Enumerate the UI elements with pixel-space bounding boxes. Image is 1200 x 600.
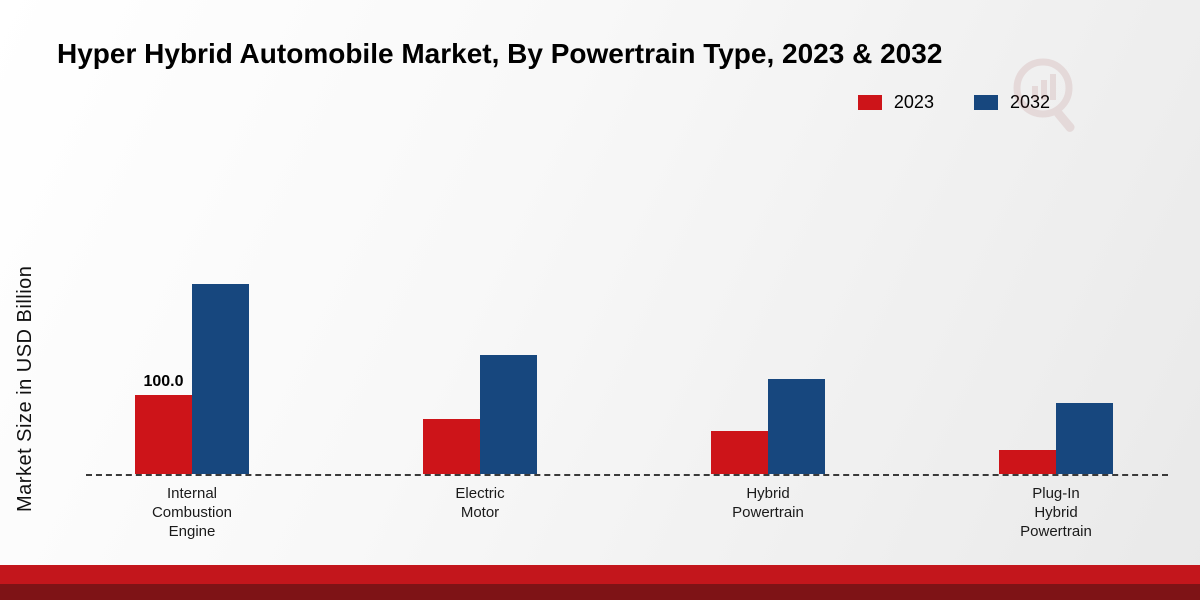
bar-group-2 bbox=[711, 379, 825, 474]
legend-label-2032: 2032 bbox=[1009, 92, 1050, 112]
footer-band bbox=[0, 565, 1200, 584]
bar-2032-cat1 bbox=[480, 355, 537, 474]
bar-2032-cat3 bbox=[1056, 403, 1113, 474]
bar-2032-cat0 bbox=[192, 284, 249, 474]
legend-swatch-2032 bbox=[973, 95, 998, 110]
legend-item-2023: 2023 bbox=[857, 92, 934, 113]
category-label-2: Hybrid Powertrain bbox=[732, 485, 804, 521]
x-axis-baseline bbox=[86, 474, 1168, 476]
bar-2023-cat3 bbox=[999, 450, 1056, 474]
chart-title: Hyper Hybrid Automobile Market, By Power… bbox=[57, 38, 943, 69]
bar-value-label: 100.0 bbox=[143, 373, 184, 390]
category-label-1: Electric Motor bbox=[455, 485, 505, 521]
legend-label-2023: 2023 bbox=[893, 92, 934, 112]
category-label-0: Internal Combustion Engine bbox=[151, 485, 233, 540]
bar-2023-cat2 bbox=[711, 431, 768, 474]
legend-swatch-2023 bbox=[857, 95, 882, 110]
bar-2023-cat1 bbox=[423, 419, 480, 474]
footer-band-dark bbox=[0, 584, 1200, 600]
bar-group-0: 100.0 bbox=[135, 284, 249, 474]
bar-2023-cat0: 100.0 bbox=[135, 373, 192, 474]
legend-item-2032: 2032 bbox=[973, 92, 1050, 113]
mrfr-watermark-logo bbox=[1004, 52, 1082, 141]
bar-group-3 bbox=[999, 403, 1113, 474]
legend: 2023 2032 bbox=[857, 92, 1050, 113]
bar-group-1 bbox=[423, 355, 537, 474]
bar-2032-cat2 bbox=[768, 379, 825, 474]
category-label-3: Plug-In Hybrid Powertrain bbox=[1020, 485, 1092, 540]
